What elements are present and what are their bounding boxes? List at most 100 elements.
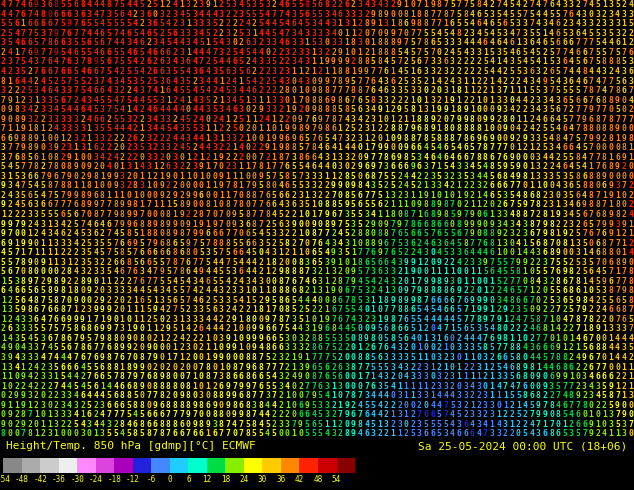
Text: 4: 4 xyxy=(212,286,217,295)
Text: 6: 6 xyxy=(358,191,363,200)
Text: 0: 0 xyxy=(358,172,363,181)
Text: 5: 5 xyxy=(331,353,336,362)
Text: 7: 7 xyxy=(615,315,620,324)
Text: 7: 7 xyxy=(582,429,587,438)
Text: 5: 5 xyxy=(252,429,257,438)
Text: 5: 5 xyxy=(278,19,283,28)
Text: 2: 2 xyxy=(410,248,415,257)
Text: 9: 9 xyxy=(252,334,257,343)
Text: 4: 4 xyxy=(588,296,593,305)
Text: 1: 1 xyxy=(338,124,342,133)
Text: 7: 7 xyxy=(199,363,204,371)
Text: 0: 0 xyxy=(271,181,276,191)
Text: 1: 1 xyxy=(166,96,171,104)
Text: 0: 0 xyxy=(615,363,620,371)
Text: 6: 6 xyxy=(166,48,171,57)
Text: 8: 8 xyxy=(139,353,145,362)
Text: 8: 8 xyxy=(397,19,402,28)
Text: 9: 9 xyxy=(404,258,408,267)
Text: 7: 7 xyxy=(8,0,12,9)
Text: 2: 2 xyxy=(34,382,39,391)
Text: 4: 4 xyxy=(437,29,442,38)
Text: 7: 7 xyxy=(509,277,514,286)
Text: 5: 5 xyxy=(529,315,534,324)
Text: 7: 7 xyxy=(278,324,283,333)
Text: 3: 3 xyxy=(34,210,39,219)
Text: 8: 8 xyxy=(582,181,587,191)
Text: 3: 3 xyxy=(536,96,541,104)
Text: 7: 7 xyxy=(166,410,171,419)
Text: 1: 1 xyxy=(404,115,408,123)
Text: 2: 2 xyxy=(41,363,46,371)
Text: 5: 5 xyxy=(133,391,138,400)
Text: 1: 1 xyxy=(496,391,501,400)
Text: 2: 2 xyxy=(496,200,501,209)
Text: 2: 2 xyxy=(456,67,462,76)
Text: 4: 4 xyxy=(219,38,224,48)
Text: -12: -12 xyxy=(126,474,139,484)
Text: 5: 5 xyxy=(364,200,369,209)
Text: 8: 8 xyxy=(186,401,191,410)
Text: 0: 0 xyxy=(450,191,455,200)
Text: 7: 7 xyxy=(602,76,607,86)
Text: 9: 9 xyxy=(113,181,118,191)
Text: 1: 1 xyxy=(384,286,389,295)
Text: 1: 1 xyxy=(8,401,12,410)
Text: 2: 2 xyxy=(47,382,52,391)
Text: 8: 8 xyxy=(133,200,138,209)
Text: 7: 7 xyxy=(582,38,587,48)
Text: 2: 2 xyxy=(576,363,580,371)
Text: 5: 5 xyxy=(212,248,217,257)
Text: 4: 4 xyxy=(318,162,323,171)
Text: 3: 3 xyxy=(265,57,270,67)
Text: 6: 6 xyxy=(555,105,560,114)
Text: 3: 3 xyxy=(107,286,112,295)
Text: 2: 2 xyxy=(166,191,171,200)
Text: 9: 9 xyxy=(67,19,72,28)
Text: 7: 7 xyxy=(364,363,369,371)
Text: 8: 8 xyxy=(21,258,25,267)
Text: 9: 9 xyxy=(555,343,560,352)
Text: 8: 8 xyxy=(576,153,580,162)
Text: 3: 3 xyxy=(344,153,349,162)
Text: 3: 3 xyxy=(536,153,541,162)
Text: 8: 8 xyxy=(391,210,396,219)
Text: 0: 0 xyxy=(192,363,197,371)
Bar xyxy=(188,458,207,472)
Text: 5: 5 xyxy=(153,29,158,38)
Text: 5: 5 xyxy=(126,429,131,438)
Text: 7: 7 xyxy=(311,353,316,362)
Text: 1: 1 xyxy=(391,200,396,209)
Text: 3: 3 xyxy=(311,172,316,181)
Text: 2: 2 xyxy=(391,372,396,381)
Text: 2: 2 xyxy=(569,420,574,429)
Text: 1: 1 xyxy=(536,181,541,191)
Bar xyxy=(207,458,226,472)
Text: 8: 8 xyxy=(483,343,488,352)
Text: 6: 6 xyxy=(582,96,587,104)
Text: 3: 3 xyxy=(496,96,501,104)
Text: 7: 7 xyxy=(219,429,224,438)
Bar xyxy=(281,458,299,472)
Text: 6: 6 xyxy=(60,67,65,76)
Text: 8: 8 xyxy=(67,267,72,276)
Text: 6: 6 xyxy=(463,429,468,438)
Text: 5: 5 xyxy=(259,429,263,438)
Text: 4: 4 xyxy=(331,10,336,19)
Text: 4: 4 xyxy=(133,96,138,104)
Text: 9: 9 xyxy=(489,115,495,123)
Text: 9: 9 xyxy=(133,372,138,381)
Text: 5: 5 xyxy=(344,220,349,228)
Text: 7: 7 xyxy=(21,162,25,171)
Text: 1: 1 xyxy=(205,220,210,228)
Text: 5: 5 xyxy=(476,162,481,171)
Text: 4: 4 xyxy=(298,324,303,333)
Text: 2: 2 xyxy=(153,143,158,152)
Text: 0: 0 xyxy=(311,315,316,324)
Text: 6: 6 xyxy=(450,305,455,315)
Text: 7: 7 xyxy=(14,10,19,19)
Text: 8: 8 xyxy=(259,305,263,315)
Text: 2: 2 xyxy=(34,229,39,238)
Text: 5: 5 xyxy=(417,76,422,86)
Text: 0: 0 xyxy=(437,48,442,57)
